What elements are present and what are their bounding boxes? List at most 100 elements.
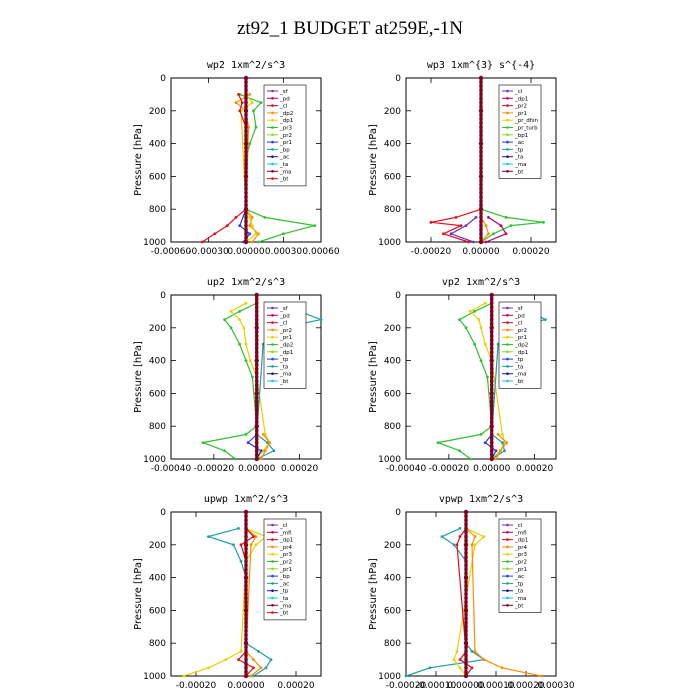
legend-marker bbox=[271, 306, 274, 310]
data-point bbox=[257, 650, 260, 653]
zero-line-point bbox=[479, 203, 483, 207]
zero-line-point bbox=[464, 608, 468, 613]
legend-marker bbox=[271, 350, 274, 354]
data-point bbox=[238, 224, 242, 228]
zero-line-point bbox=[479, 232, 483, 236]
zero-line-point bbox=[244, 547, 248, 551]
zero-line-point bbox=[244, 207, 248, 211]
zero-line-point bbox=[479, 84, 483, 88]
data-point bbox=[486, 375, 489, 379]
data-point bbox=[240, 101, 244, 104]
data-point bbox=[233, 457, 237, 461]
y-tick-label: 800 bbox=[384, 205, 401, 215]
data-point bbox=[213, 232, 217, 236]
data-point bbox=[239, 650, 243, 653]
zero-line-point bbox=[254, 317, 259, 322]
x-tick-label: -0.00030 bbox=[188, 247, 229, 257]
legend-marker bbox=[271, 611, 274, 614]
legend-entry: _cl bbox=[514, 321, 523, 327]
data-point bbox=[263, 216, 267, 219]
data-point bbox=[500, 666, 504, 670]
legend-marker bbox=[506, 343, 509, 346]
legend-entry: _ta bbox=[514, 364, 523, 370]
zero-line-point bbox=[464, 579, 468, 584]
legend-marker bbox=[271, 170, 274, 173]
zero-line-point bbox=[489, 436, 494, 441]
data-point bbox=[428, 666, 432, 670]
data-point bbox=[482, 535, 486, 538]
series-line-pr3 bbox=[240, 94, 257, 243]
zero-line-point bbox=[254, 408, 259, 412]
legend-marker bbox=[271, 140, 274, 144]
zero-line-point bbox=[464, 645, 468, 650]
legend-entry: _pr1 bbox=[279, 335, 292, 341]
zero-line-point bbox=[244, 199, 248, 203]
zero-line-point bbox=[464, 612, 468, 617]
zero-line-point bbox=[244, 100, 248, 105]
zero-line-point bbox=[244, 633, 248, 637]
legend-marker bbox=[271, 162, 274, 166]
x-tick-label: 0.00020 bbox=[507, 681, 544, 691]
zero-line-point bbox=[254, 371, 259, 375]
series-line-pr2 bbox=[469, 302, 506, 460]
data-point bbox=[252, 109, 255, 113]
legend-entry: _ma bbox=[279, 372, 291, 378]
legend-marker bbox=[506, 104, 509, 107]
legend-entry: _ta bbox=[279, 364, 288, 370]
data-point bbox=[472, 240, 475, 244]
legend-marker bbox=[506, 552, 509, 556]
zero-line-point bbox=[479, 141, 483, 146]
y-tick-label: 600 bbox=[149, 606, 166, 616]
zero-line-point bbox=[489, 313, 494, 318]
zero-line-point bbox=[464, 534, 468, 539]
zero-line-point bbox=[244, 219, 248, 224]
zero-line-point bbox=[254, 440, 259, 445]
chart-panel-5: upwp 1xm^2/s^3 Pressure [hPa] 0 200 400 600 80… bbox=[133, 494, 322, 691]
zero-line-point bbox=[464, 674, 468, 678]
data-point bbox=[542, 220, 545, 224]
legend-box bbox=[498, 518, 542, 613]
series-line-dp1 bbox=[247, 433, 262, 460]
zero-line-point bbox=[254, 444, 259, 449]
zero-line-point bbox=[479, 207, 483, 211]
data-point bbox=[266, 441, 269, 444]
zero-line-point bbox=[464, 526, 468, 531]
y-tick-label: 0 bbox=[160, 508, 166, 518]
x-tick-label: 0.00020 bbox=[281, 464, 318, 474]
panel-title: upwp 1xm^2/s^3 bbox=[204, 494, 288, 505]
y-tick-label: 1000 bbox=[378, 238, 401, 248]
legend-entry: _dp1 bbox=[279, 538, 293, 544]
data-point bbox=[248, 359, 252, 362]
zero-line-point bbox=[464, 600, 468, 604]
legend-marker bbox=[506, 538, 509, 541]
legend-entry: _pr_dfsn bbox=[514, 118, 539, 124]
zero-line-point bbox=[464, 510, 468, 514]
legend-entry: _pr2 bbox=[514, 560, 527, 566]
zero-line-point bbox=[464, 538, 468, 543]
data-point bbox=[248, 142, 252, 146]
data-point bbox=[470, 543, 474, 547]
zero-line-point bbox=[244, 629, 248, 633]
data-point bbox=[319, 318, 323, 321]
zero-line-point bbox=[489, 293, 494, 297]
y-tick-label: 400 bbox=[149, 574, 166, 584]
legend-entry: _pr2 bbox=[279, 328, 292, 334]
legend-entry: _bp1 bbox=[514, 133, 528, 139]
legend-marker bbox=[271, 538, 274, 541]
legend-entry: _cl bbox=[514, 523, 523, 529]
data-point bbox=[238, 310, 241, 313]
legend-entry: _pr2 bbox=[279, 560, 292, 566]
zero-line-point bbox=[464, 661, 468, 666]
legend-entry: _pr2 bbox=[279, 133, 292, 139]
zero-line-point bbox=[244, 518, 248, 522]
legend-entry: _ma bbox=[279, 169, 291, 175]
legend-entry: _tp bbox=[514, 581, 524, 587]
zero-line-point bbox=[479, 195, 483, 199]
data-point bbox=[499, 224, 503, 228]
data-point bbox=[224, 658, 228, 661]
legend-marker bbox=[506, 170, 509, 173]
zero-line-point bbox=[254, 346, 259, 351]
zero-line-point bbox=[489, 326, 494, 330]
zero-line-point bbox=[489, 416, 494, 420]
